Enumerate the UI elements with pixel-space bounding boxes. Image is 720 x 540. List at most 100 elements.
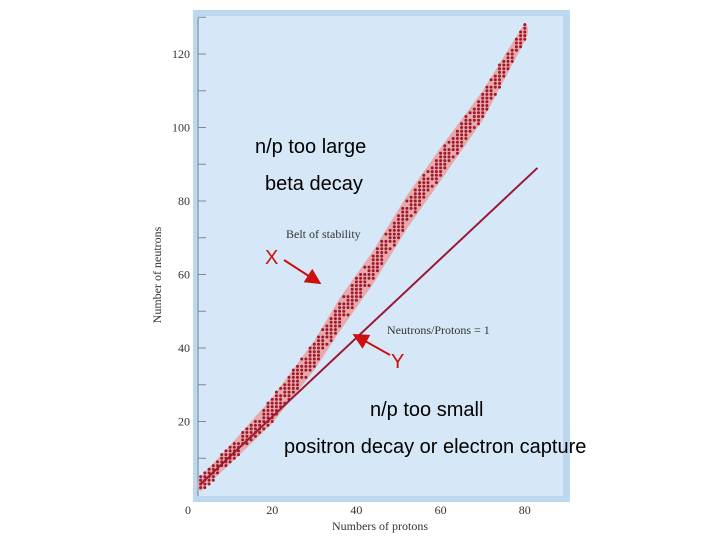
nuclide-point — [447, 151, 451, 155]
line-label: Neutrons/Protons = 1 — [387, 323, 490, 337]
nuclide-point — [514, 37, 518, 41]
nuclide-point — [287, 379, 291, 383]
nuclide-point — [502, 59, 506, 63]
nuclide-point — [270, 401, 274, 405]
nuclide-point — [342, 313, 346, 317]
nuclide-point — [380, 254, 384, 258]
nuclide-point — [401, 210, 405, 214]
nuclide-point — [296, 368, 299, 372]
nuclide-point — [291, 383, 295, 387]
nuclide-point — [220, 453, 224, 457]
nuclide-point — [350, 306, 354, 310]
nuclide-point — [519, 30, 523, 34]
nuclide-point — [418, 181, 422, 185]
nuclide-point — [388, 239, 392, 243]
nuclide-point — [312, 361, 316, 365]
nuclide-point — [321, 328, 325, 332]
nuclide-point — [333, 320, 337, 324]
annotation-np-too-small: n/p too small — [370, 399, 483, 421]
nuclide-point — [405, 214, 409, 218]
nuclide-point — [245, 427, 249, 431]
nuclide-point — [211, 478, 215, 482]
nuclide-point — [477, 111, 480, 115]
nuclide-point — [468, 126, 472, 129]
nuclide-point — [304, 364, 308, 368]
nuclide-point — [266, 423, 270, 427]
nuclide-point — [321, 339, 325, 343]
nuclide-point — [447, 140, 451, 144]
nuclide-point — [329, 320, 333, 324]
nuclide-point — [232, 442, 236, 446]
nuclide-point — [451, 140, 455, 144]
nuclide-point — [485, 107, 489, 111]
nuclide-point — [434, 162, 438, 166]
nuclide-point — [426, 184, 430, 188]
nuclide-point — [380, 239, 384, 243]
nuclide-point — [506, 67, 510, 71]
nuclide-point — [228, 449, 232, 453]
nuclide-point — [498, 85, 501, 89]
nuclide-point — [430, 177, 434, 181]
nuclide-point — [304, 375, 308, 379]
nuclide-point — [312, 357, 316, 361]
nuclide-point — [489, 85, 493, 89]
nuclide-point — [519, 45, 523, 49]
nuclide-point — [434, 159, 438, 163]
nuclide-point — [434, 170, 438, 174]
nuclide-point — [253, 427, 257, 431]
nuclide-point — [502, 67, 506, 71]
nuclide-point — [207, 482, 211, 486]
nuclide-point — [317, 342, 320, 346]
nuclide-point — [367, 269, 371, 273]
nuclide-point — [375, 269, 379, 273]
nuclide-point — [224, 449, 228, 453]
nuclide-point — [375, 254, 379, 258]
nuclide-point — [477, 104, 480, 107]
nuclide-point — [489, 78, 493, 82]
nuclide-point — [283, 383, 287, 387]
nuclide-point — [418, 199, 422, 203]
nuclide-point — [375, 251, 379, 254]
nuclide-point — [422, 184, 426, 188]
nuclide-point — [426, 181, 430, 185]
nuclide-point — [409, 214, 413, 218]
nuclide-point — [359, 284, 363, 287]
nuclide-point — [207, 467, 211, 471]
nuclide-point — [216, 471, 219, 475]
nuclide-point — [434, 173, 438, 177]
nuclide-point — [472, 111, 476, 115]
nuclide-point — [418, 184, 422, 188]
nuclide-point — [464, 115, 468, 118]
nuclide-point — [325, 324, 329, 328]
nuclide-point — [203, 475, 207, 479]
nuclide-point — [409, 195, 413, 199]
nuclide-point — [409, 199, 413, 203]
nuclide-point — [338, 313, 342, 317]
nuclide-point — [359, 276, 363, 280]
nuclide-point — [380, 247, 384, 251]
nuclide-point — [249, 438, 253, 442]
nuclide-point — [384, 243, 388, 247]
nuclide-point — [401, 228, 405, 232]
nuclide-point — [371, 262, 375, 265]
nuclide-point — [472, 107, 476, 111]
nuclide-point — [460, 137, 464, 140]
nuclide-point — [232, 456, 236, 460]
nuclide-point — [371, 276, 375, 280]
nuclide-point — [380, 243, 384, 247]
nuclide-point — [338, 324, 342, 328]
nuclide-point — [220, 456, 224, 460]
nuclide-point — [388, 236, 392, 240]
nuclide-point — [455, 148, 459, 152]
nuclide-point — [481, 111, 485, 115]
nuclide-point — [270, 405, 274, 409]
nuclide-point — [245, 434, 249, 438]
nuclide-point — [333, 324, 337, 328]
nuclide-point — [523, 37, 527, 41]
nuclide-point — [359, 280, 363, 284]
y-tick-label: 20 — [178, 415, 190, 429]
nuclide-point — [359, 295, 363, 299]
nuclide-point — [363, 273, 367, 276]
nuclide-point — [405, 199, 409, 203]
nuclide-point — [266, 412, 270, 416]
